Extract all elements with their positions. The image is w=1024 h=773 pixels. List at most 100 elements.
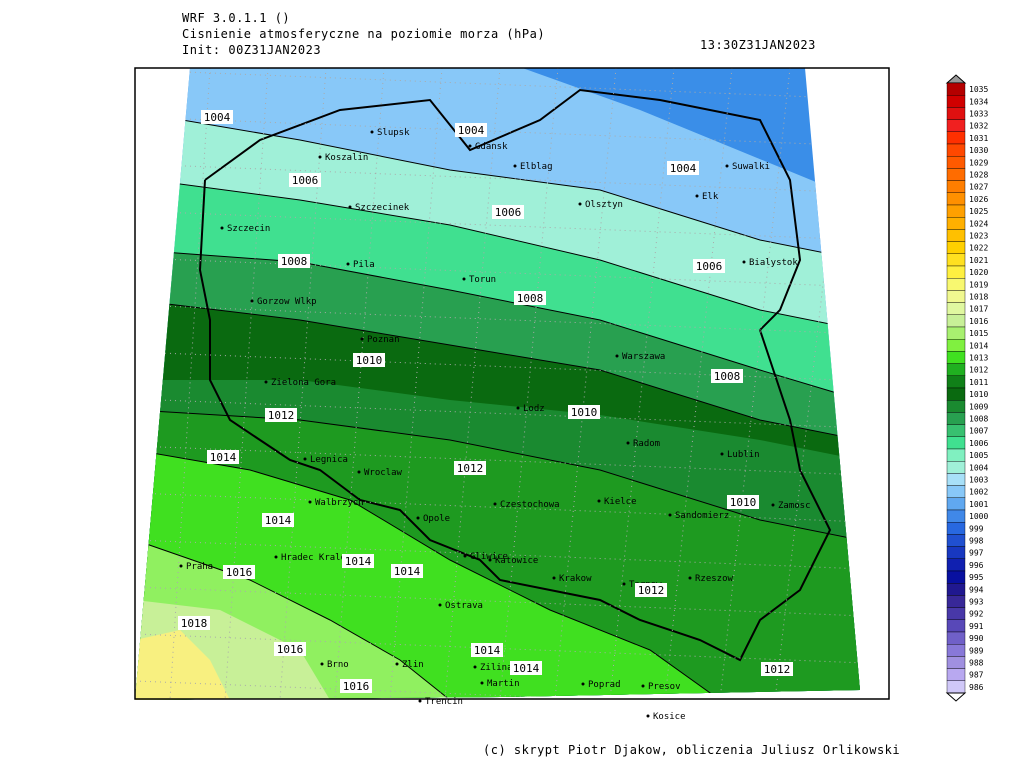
init-time: Init: 00Z31JAN2023 — [182, 43, 321, 57]
colorbar-swatch — [946, 656, 966, 669]
colorbar-label: 1018 — [969, 293, 988, 302]
map-frame — [134, 67, 890, 700]
colorbar-label: 1023 — [969, 232, 988, 241]
contour-label: 1016 — [277, 643, 304, 656]
colorbar-swatch — [946, 448, 966, 462]
graticule-line — [135, 304, 860, 336]
city-dot — [597, 499, 601, 503]
graticule-line — [135, 69, 860, 101]
contour-label-box — [340, 679, 372, 693]
colorbar-label: 1009 — [969, 402, 988, 411]
contour-label: 1016 — [226, 566, 253, 579]
colorbar-swatch — [946, 204, 966, 218]
city-dot — [370, 130, 374, 134]
contour-label: 1012 — [457, 462, 484, 475]
contour-label: 1004 — [670, 162, 697, 175]
colorbar-swatch — [946, 570, 966, 584]
colorbar-label: 988 — [969, 659, 984, 668]
colorbar-label: 1015 — [969, 329, 988, 338]
colorbar-label: 1008 — [969, 415, 988, 424]
colorbar-swatch — [946, 631, 966, 645]
graticule-line — [774, 68, 849, 700]
contour-label: 1010 — [730, 496, 757, 509]
colorbar-label: 1026 — [969, 195, 988, 204]
graticule-line — [135, 445, 860, 477]
colorbar-label: 989 — [969, 646, 984, 655]
city-label: Szczecinek — [355, 203, 410, 213]
city-dot — [695, 194, 699, 198]
contour-label-box — [265, 408, 297, 422]
contour-label: 1012 — [764, 663, 791, 676]
city-dot — [493, 502, 497, 506]
city-label: Gorzow Wlkp — [257, 297, 317, 307]
colorbar-label: 1020 — [969, 268, 988, 277]
city-label: Elblag — [520, 162, 553, 172]
city-label: Warszawa — [622, 352, 665, 362]
city-label: Czestochowa — [500, 500, 560, 510]
colorbar-swatch — [946, 522, 966, 535]
city-dot — [641, 684, 645, 688]
city-dot — [274, 555, 278, 559]
colorbar-label: 1007 — [969, 427, 988, 436]
colorbar-swatch — [946, 387, 966, 401]
graticule-line — [135, 586, 860, 618]
contour-label: 1014 — [265, 514, 292, 527]
colorbar-swatch — [946, 412, 966, 425]
colorbar-label: 997 — [969, 549, 984, 558]
colorbar-label: 1005 — [969, 451, 988, 460]
colorbar-label: 1032 — [969, 122, 988, 131]
city-label: Walbrzych — [315, 498, 364, 508]
city-label: Olsztyn — [585, 200, 623, 210]
colorbar-label: 993 — [969, 598, 984, 607]
contour-label-box — [454, 461, 486, 475]
contour-label-box — [635, 583, 667, 597]
colorbar-swatch — [946, 607, 966, 620]
colorbar-label: 1029 — [969, 158, 988, 167]
colorbar-swatch — [946, 680, 966, 694]
city-label: Pila — [353, 260, 375, 270]
city-dot — [418, 699, 422, 703]
graticule-line — [135, 492, 860, 524]
colorbar-swatch — [946, 619, 966, 633]
contour-label: 1010 — [356, 354, 383, 367]
city-dot — [622, 582, 626, 586]
city-label: Rzeszow — [695, 574, 734, 584]
city-dot — [179, 564, 183, 568]
graticule-line — [135, 210, 860, 242]
contour-label: 1010 — [571, 406, 598, 419]
graticule-line — [135, 680, 860, 700]
contour-label-box — [274, 642, 306, 656]
colorbar-swatch — [946, 436, 966, 450]
colorbar-label: 1004 — [969, 463, 988, 472]
contour-label: 1016 — [343, 680, 370, 693]
colorbar-swatch — [946, 595, 966, 608]
city-dot — [360, 337, 364, 341]
colorbar-swatch — [946, 241, 966, 255]
city-label: Slupsk — [377, 128, 410, 138]
city-label: Suwalki — [732, 162, 770, 172]
city-label: Gliwice — [470, 552, 508, 562]
colorbar-label: 996 — [969, 561, 984, 570]
contour-label: 1004 — [458, 124, 485, 137]
colorbar-swatch — [946, 107, 966, 120]
colorbar-swatch — [946, 558, 966, 572]
colorbar-swatch — [946, 339, 966, 352]
city-dot — [516, 406, 520, 410]
colorbar-swatch — [946, 290, 966, 303]
colorbar-arrow — [945, 692, 967, 702]
colorbar-label: 990 — [969, 634, 984, 643]
city-dot — [357, 470, 361, 474]
contour-label: 1014 — [513, 662, 540, 675]
colorbar-label: 1030 — [969, 146, 988, 155]
graticule-line — [719, 68, 791, 700]
colorbar-swatch — [946, 509, 966, 523]
city-dot — [688, 576, 692, 580]
city-dot — [348, 205, 352, 209]
colorbar-label: 1010 — [969, 390, 988, 399]
contour-label-box — [693, 259, 725, 273]
city-label: Legnica — [310, 455, 348, 465]
city-dot — [513, 164, 517, 168]
graticule — [135, 68, 860, 700]
colorbar-label: 1024 — [969, 219, 988, 228]
